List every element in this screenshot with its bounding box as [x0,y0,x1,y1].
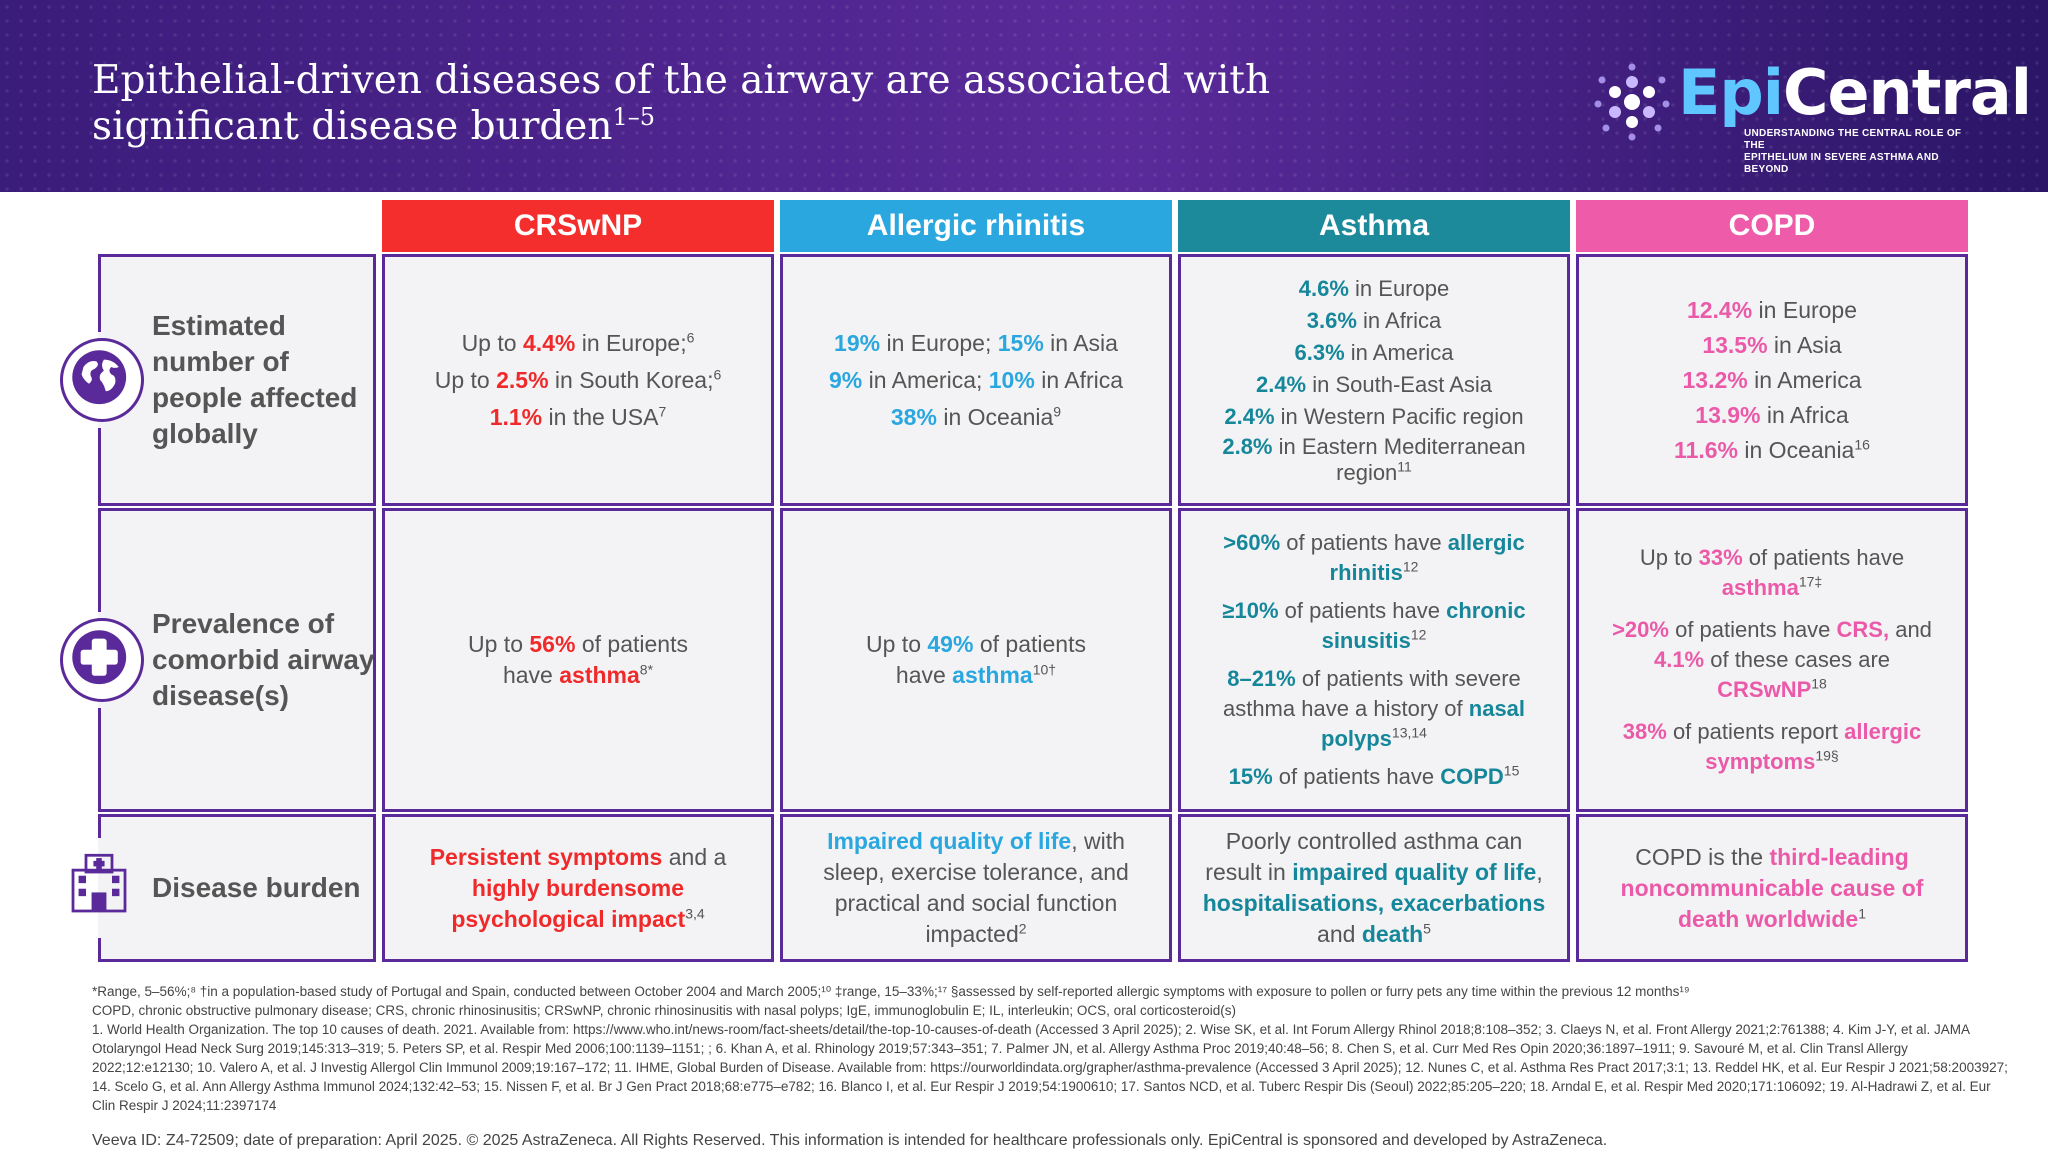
page-title: Epithelial-driven diseases of the airway… [92,58,1271,149]
cell-crswnp-affected: Up to 4.4% in Europe;6 Up to 2.5% in Sou… [382,254,774,506]
column-header-crswnp: CRSwNP [382,200,774,252]
logo-tagline: UNDERSTANDING THE CENTRAL ROLE OF THE EPI… [1744,128,1962,175]
row-edge-burden-lower [98,938,101,962]
cell-copd-comorbid: Up to 33% of patients have asthma17‡ >20… [1576,508,1968,812]
row-edge-burden [98,814,101,838]
row-label-box-affected [98,254,376,506]
row-edge-affected-lower [98,428,101,506]
cell-rhinitis-comorbid: Up to 49% of patients have asthma10† [780,508,1172,812]
cell-crswnp-burden: Persistent symptoms and a highly burdens… [382,814,774,962]
cell-rhinitis-burden: Impaired quality of life, with sleep, ex… [780,814,1172,962]
row-edge-affected [98,254,101,332]
footer-legal: Veeva ID: Z4-72509; date of preparation:… [92,1132,1608,1149]
header-banner: Epithelial-driven diseases of the airway… [0,0,2048,192]
logo-wordmark: EpiCentral [1678,56,2032,129]
cell-copd-burden: COPD is the third-leading noncommunicabl… [1576,814,1968,962]
row-label-box-burden [98,814,376,962]
column-header-allergic-rhinitis: Allergic rhinitis [780,200,1172,252]
footnote-abbreviations: COPD, chronic obstructive pulmonary dise… [92,1003,1236,1018]
cell-asthma-comorbid: >60% of patients have allergic rhinitis1… [1178,508,1570,812]
footnote-symbols: *Range, 5–56%;⁸ †in a population-based s… [92,984,1690,999]
hospital-icon [60,846,144,930]
row-label-burden: Disease burden [152,872,361,903]
row-label-box-comorbid [98,508,376,812]
medical-cross-icon [60,618,144,702]
title-superscript: 1–5 [612,103,656,131]
cell-asthma-affected: 4.6% in Europe 3.6% in Africa 6.3% in Am… [1178,254,1570,506]
header-dot-pattern [0,0,2048,192]
row-label-comorbid: Prevalence of comorbid airway disease(s) [152,608,375,711]
column-header-asthma: Asthma [1178,200,1570,252]
cell-rhinitis-affected: 19% in Europe; 15% in Asia 9% in America… [780,254,1172,506]
cell-copd-affected: 12.4% in Europe 13.5% in Asia 13.2% in A… [1576,254,1968,506]
row-edge-comorbid [98,508,101,612]
footnotes: *Range, 5–56%;⁸ †in a population-based s… [92,982,2012,1115]
logo-dots-icon [1594,63,1670,141]
epicentral-logo: EpiCentral UNDERSTANDING THE CENTRAL ROL… [1592,56,2032,175]
column-header-copd: COPD [1576,200,1968,252]
row-label-affected: Estimated number of people affected glob… [152,310,358,449]
cell-asthma-burden: Poorly controlled asthma can result in i… [1178,814,1570,962]
globe-icon [60,338,144,422]
footnote-references: 1. World Health Organization. The top 10… [92,1022,2008,1113]
row-edge-comorbid-lower [98,708,101,812]
cell-crswnp-comorbid: Up to 56% of patients have asthma8* [382,508,774,812]
